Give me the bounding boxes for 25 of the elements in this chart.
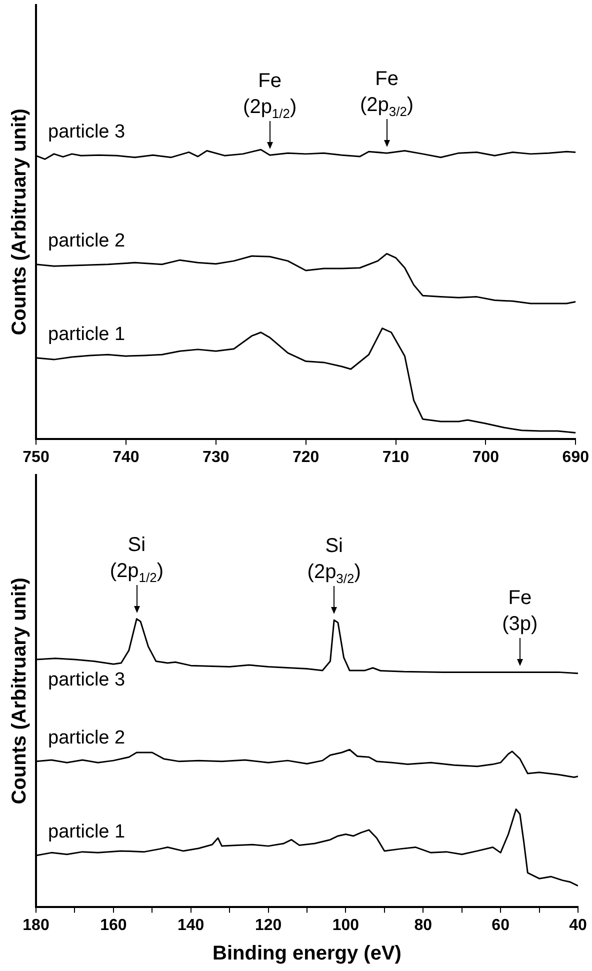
y-axis-title: Counts (Arbitruary unit) [8, 578, 31, 804]
x-tick-label: 80 [414, 916, 432, 934]
x-tick-label: 60 [492, 916, 510, 934]
x-tick-label: 690 [562, 448, 590, 466]
x-tick-label: 180 [22, 916, 50, 934]
x-tick-label: 710 [382, 448, 410, 466]
y-axis-title: Counts (Arbitruary unit) [8, 108, 31, 336]
x-tick-label: 160 [100, 916, 127, 934]
series-label: particle 1 [48, 822, 126, 843]
x-tick-label: 700 [472, 448, 500, 466]
x-tick-label: 140 [178, 916, 204, 934]
x-tick-label: 100 [332, 916, 360, 934]
series-label: particle 2 [48, 727, 126, 748]
series-label: particle 3 [48, 122, 126, 143]
x-tick-label: 750 [22, 448, 50, 466]
x-axis-title: Binding energy (eV) [212, 942, 402, 965]
x-tick-label: 120 [254, 916, 282, 934]
series-label: particle 3 [48, 670, 126, 691]
x-tick-label: 720 [292, 448, 320, 466]
series-label: particle 1 [48, 324, 126, 345]
series-label: particle 2 [48, 230, 126, 252]
x-tick-label: 730 [202, 448, 230, 466]
annotation: Fe (3p) [502, 587, 538, 636]
x-tick-label: 740 [112, 448, 140, 466]
x-tick-label: 40 [569, 916, 587, 934]
